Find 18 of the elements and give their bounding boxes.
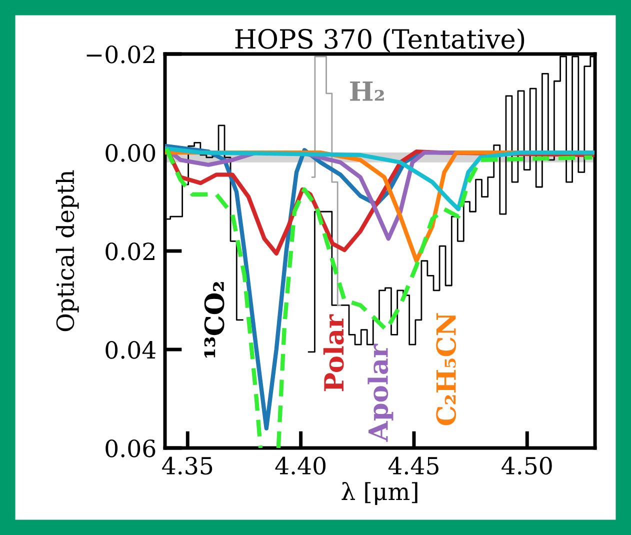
line-series bbox=[165, 146, 594, 212]
x-tick-label: 4.45 bbox=[388, 456, 438, 475]
x-tick-label: 4.40 bbox=[275, 456, 326, 475]
x-axis-title: λ [μm] bbox=[342, 482, 418, 505]
text: Polar bbox=[323, 314, 344, 392]
y-tick-label: −0.02 bbox=[86, 45, 154, 64]
text: Apolar bbox=[368, 344, 394, 442]
x-tick-label: 4.50 bbox=[502, 456, 552, 475]
y-tick-label: 0.02 bbox=[106, 242, 154, 260]
y-tick-label: 0.00 bbox=[106, 144, 156, 162]
x-tick-label: 4.35 bbox=[162, 456, 212, 475]
y-axis-title: Optical depth bbox=[56, 170, 79, 332]
series-label: H₂ bbox=[350, 81, 384, 101]
y-tick-label: 0.04 bbox=[106, 340, 156, 359]
chart-title: HOPS 370 (Tentative) bbox=[235, 28, 524, 53]
text: ¹³CO₂ bbox=[204, 282, 224, 358]
text: C₂H₅CN bbox=[436, 313, 456, 426]
y-tick-label: 0.06 bbox=[106, 439, 156, 458]
